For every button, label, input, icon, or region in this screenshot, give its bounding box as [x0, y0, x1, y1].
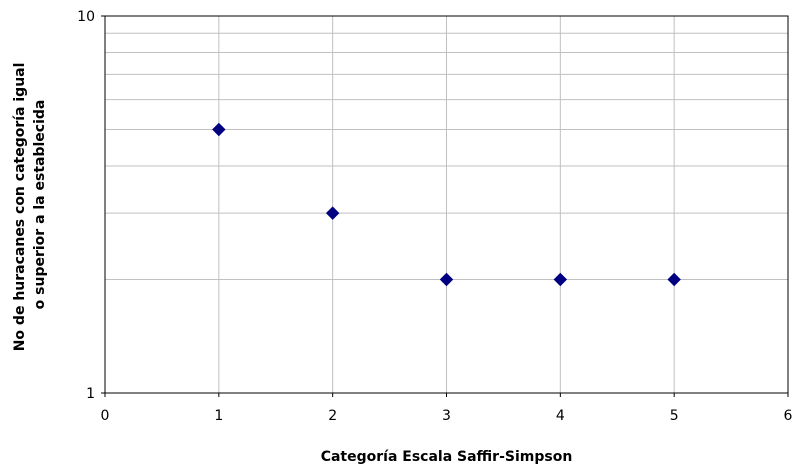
- data-point: [439, 272, 454, 287]
- data-point: [553, 272, 568, 287]
- data-point: [212, 122, 226, 137]
- x-axis-title: Categoría Escala Saffir-Simpson: [321, 449, 573, 465]
- x-tick-label: 3: [442, 408, 451, 424]
- y-tick-labels: 1 10: [77, 9, 105, 402]
- data-points: [212, 122, 681, 287]
- x-tick-label: 1: [214, 408, 223, 424]
- x-tick-labels: 0 1 2 3 4 5 6: [101, 393, 793, 424]
- y-axis-title-line-2: o superior a la establecida: [32, 100, 48, 310]
- x-tick-label: 2: [328, 408, 337, 424]
- x-tick-label: 5: [670, 408, 679, 424]
- y-tick-label: 10: [77, 9, 95, 25]
- data-point: [667, 272, 681, 287]
- x-tick-label: 4: [556, 408, 565, 424]
- data-point: [325, 206, 340, 220]
- y-tick-label: 1: [86, 386, 95, 402]
- grid-lines: [105, 16, 788, 393]
- y-axis-title: No de huracanes con categoría igual o su…: [12, 58, 48, 352]
- y-axis-title-line-1: No de huracanes con categoría igual: [12, 63, 28, 352]
- x-tick-label: 6: [784, 408, 793, 424]
- x-tick-label: 0: [101, 408, 110, 424]
